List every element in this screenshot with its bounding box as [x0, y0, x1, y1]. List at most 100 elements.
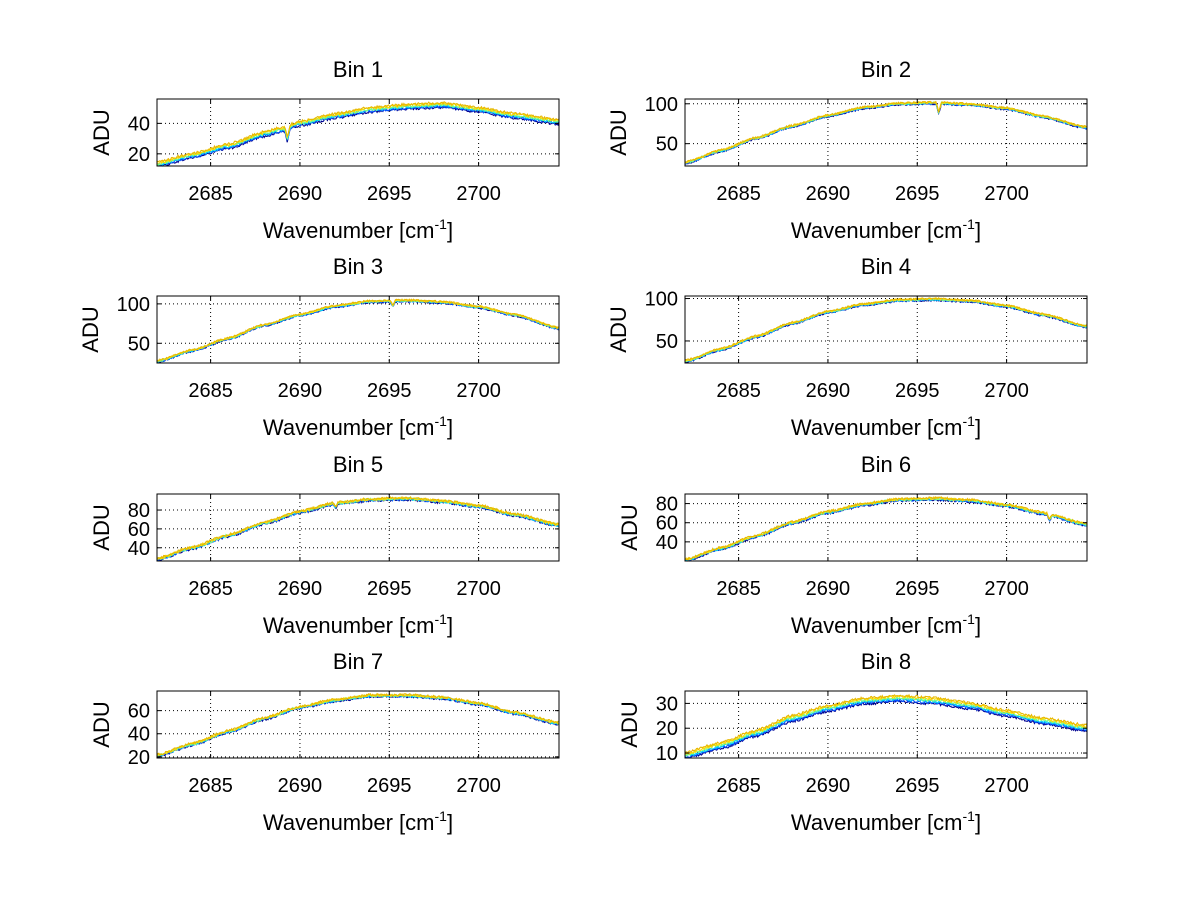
x-tick-label: 2685 [716, 380, 761, 402]
y-tick-label: 20 [128, 747, 150, 769]
x-tick-label: 2695 [895, 183, 940, 205]
x-tick-label: 2695 [367, 578, 412, 600]
x-axis-label-main: Wavenumber [cm [791, 415, 963, 440]
y-tick-label: 50 [656, 134, 678, 156]
axes-box [156, 295, 560, 364]
series-line-6 [684, 296, 1088, 362]
x-axis-label-tail: ] [975, 810, 981, 835]
y-tick-label: 10 [656, 743, 678, 765]
series-line-6 [156, 495, 560, 560]
y-tick-label: 60 [656, 513, 678, 535]
axes-box [684, 690, 1088, 759]
x-tick-label: 2685 [188, 775, 233, 797]
y-tick-label: 40 [656, 532, 678, 554]
x-tick-label: 2690 [806, 183, 851, 205]
x-axis-label-main: Wavenumber [cm [263, 613, 435, 638]
y-tick-label: 80 [656, 494, 678, 516]
x-axis-label-tail: ] [975, 415, 981, 440]
x-axis-label-main: Wavenumber [cm [791, 218, 963, 243]
y-tick-label: 40 [128, 113, 150, 135]
y-tick-label: 100 [117, 294, 150, 316]
y-tick-label: 80 [128, 500, 150, 522]
x-tick-label: 2685 [716, 183, 761, 205]
panel-title: Bin 4 [861, 254, 911, 279]
axes-box [156, 98, 560, 167]
x-tick-label: 2690 [278, 183, 323, 205]
x-tick-label: 2695 [895, 775, 940, 797]
x-tick-label: 2685 [716, 775, 761, 797]
x-axis-label: Wavenumber [cm-1] [263, 611, 453, 638]
x-tick-label: 2700 [984, 578, 1029, 600]
x-tick-label: 2690 [278, 775, 323, 797]
panel-2: 2685 2690 2695 2700 50 100 Bin 2 Wavenumber [cm… [606, 57, 1088, 243]
y-tick-label: 100 [645, 289, 678, 311]
plot-area [685, 494, 1087, 561]
x-axis-label-superscript: -1 [435, 808, 448, 824]
plot-area [685, 296, 1087, 363]
x-tick-label: 2690 [806, 775, 851, 797]
axes-box [156, 493, 560, 562]
y-tick-label: 60 [128, 519, 150, 541]
series-line-6 [156, 692, 560, 757]
x-tick-label: 2700 [984, 380, 1029, 402]
x-tick-label: 2690 [806, 578, 851, 600]
x-axis-label-main: Wavenumber [cm [263, 218, 435, 243]
x-axis-label-main: Wavenumber [cm [263, 415, 435, 440]
x-axis-label-tail: ] [447, 810, 453, 835]
series-line-6 [156, 298, 560, 362]
y-axis-label: ADU [617, 701, 642, 747]
x-axis-label-superscript: -1 [963, 611, 976, 627]
x-axis-label-tail: ] [975, 218, 981, 243]
x-tick-label: 2685 [188, 578, 233, 600]
x-axis-label: Wavenumber [cm-1] [263, 216, 453, 243]
plot-area [157, 296, 559, 363]
axes-box [684, 295, 1088, 364]
x-tick-label: 2695 [367, 183, 412, 205]
x-axis-label-main: Wavenumber [cm [791, 613, 963, 638]
y-axis-label: ADU [606, 306, 631, 352]
x-tick-label: 2685 [188, 380, 233, 402]
x-tick-label: 2700 [456, 578, 501, 600]
x-tick-label: 2685 [716, 578, 761, 600]
panel-4: 2685 2690 2695 2700 50 100 Bin 4 Wavenumber [cm… [606, 254, 1088, 440]
plot-area [157, 691, 559, 758]
x-axis-label-main: Wavenumber [cm [791, 810, 963, 835]
x-axis-label-tail: ] [447, 613, 453, 638]
y-tick-label: 50 [656, 331, 678, 353]
y-tick-label: 40 [128, 538, 150, 560]
y-tick-label: 60 [128, 701, 150, 723]
panel-1: 2685 2690 2695 2700 20 40 Bin 1 Wavenumber [cm-… [89, 57, 560, 243]
x-axis-label-tail: ] [447, 218, 453, 243]
axes-box [684, 493, 1088, 562]
x-tick-label: 2695 [367, 380, 412, 402]
x-axis-label-superscript: -1 [435, 611, 448, 627]
panel-title: Bin 3 [333, 254, 383, 279]
x-axis-label: Wavenumber [cm-1] [791, 413, 981, 440]
x-tick-label: 2695 [895, 380, 940, 402]
x-tick-label: 2690 [278, 380, 323, 402]
x-axis-label-main: Wavenumber [cm [263, 810, 435, 835]
x-axis-label: Wavenumber [cm-1] [263, 413, 453, 440]
panel-title: Bin 7 [333, 649, 383, 674]
x-axis-label-tail: ] [447, 415, 453, 440]
panel-title: Bin 5 [333, 452, 383, 477]
panel-title: Bin 8 [861, 649, 911, 674]
panel-title: Bin 2 [861, 57, 911, 82]
y-axis-label: ADU [89, 701, 114, 747]
axes-box [156, 690, 560, 759]
x-axis-label: Wavenumber [cm-1] [791, 808, 981, 835]
y-tick-label: 20 [128, 144, 150, 166]
x-tick-label: 2685 [188, 183, 233, 205]
y-tick-label: 30 [656, 693, 678, 715]
series-line-6 [684, 495, 1088, 561]
plot-area [685, 99, 1087, 166]
y-tick-label: 40 [128, 724, 150, 746]
x-axis-label: Wavenumber [cm-1] [791, 611, 981, 638]
x-axis-label-superscript: -1 [435, 216, 448, 232]
x-axis-label: Wavenumber [cm-1] [263, 808, 453, 835]
x-tick-label: 2690 [278, 578, 323, 600]
x-tick-label: 2700 [984, 775, 1029, 797]
